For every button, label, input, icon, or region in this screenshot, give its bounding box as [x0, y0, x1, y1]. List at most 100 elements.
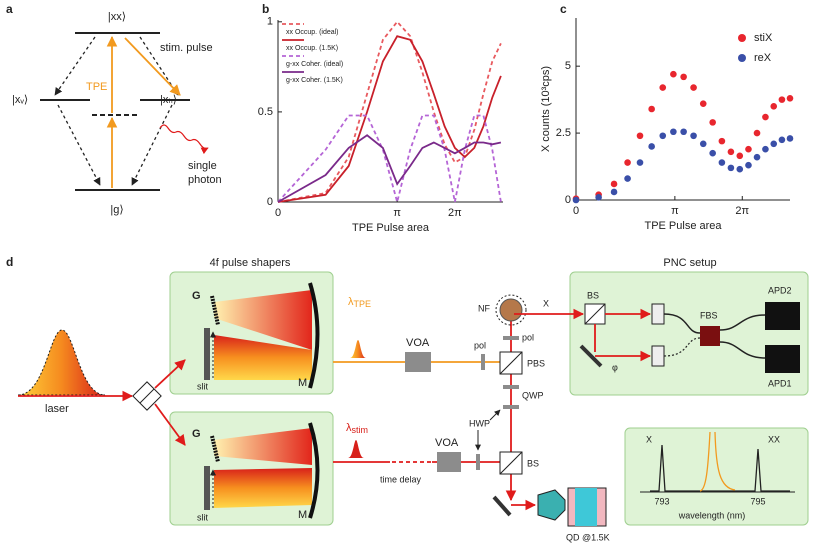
nf-label: NF [478, 303, 490, 313]
fbs [700, 326, 720, 346]
spectrum-tick: 793 [654, 496, 669, 506]
y-tick-label: 0 [565, 194, 571, 206]
coupler [651, 303, 665, 325]
point [718, 137, 726, 145]
series-line [277, 134, 502, 203]
point [770, 103, 778, 110]
point [648, 105, 655, 113]
point [680, 128, 687, 136]
y-tick-label: 0.5 [258, 106, 273, 118]
x-tick-label: 2π [735, 205, 749, 217]
pol-label: pol [474, 340, 486, 350]
legend-swatch [738, 54, 746, 62]
coupler [651, 345, 665, 367]
delay-label: time delay [380, 474, 422, 484]
point [753, 153, 761, 161]
point [636, 132, 644, 140]
point [636, 159, 644, 166]
legend-label: g-xx Coher. (1.5K) [286, 77, 343, 84]
grating-label: G [192, 290, 201, 302]
x-tick-label: 0 [573, 205, 579, 217]
stim-arrow [124, 37, 181, 96]
spectrum-xlabel: wavelength (nm) [678, 510, 746, 520]
point [778, 136, 786, 144]
qd-label: QD @1.5K [566, 532, 610, 542]
series-line [277, 20, 502, 203]
y-tick-label: 2.5 [556, 127, 571, 139]
arrow [489, 409, 501, 421]
x-axis-label: TPE Pulse area [352, 222, 430, 234]
legend-label: stiX [754, 32, 773, 44]
legend-label: xx Occup. (ideal) [286, 29, 339, 36]
point [610, 188, 618, 196]
panel-a: a |xx⟩ |xᵥ⟩ |xₕ⟩ |g⟩ TPE stim. pulse sin… [6, 2, 222, 216]
point [778, 96, 786, 103]
panel-label: a [6, 2, 13, 16]
point [762, 145, 769, 153]
voa-label: VOA [406, 337, 430, 349]
point [745, 161, 752, 169]
polarizer [481, 354, 485, 370]
point [659, 84, 667, 91]
series-line [277, 35, 502, 203]
pulse [348, 440, 364, 458]
mirror [492, 495, 512, 517]
waveplate [503, 405, 519, 409]
point [727, 164, 735, 172]
level-label: |g⟩ [110, 204, 123, 216]
x-axis-label: TPE Pulse area [644, 220, 722, 232]
subscript: stim [352, 425, 369, 435]
point [670, 128, 677, 136]
point [595, 194, 602, 201]
mirror [579, 344, 603, 368]
section-title: 4f pulse shapers [210, 257, 291, 269]
apd [765, 345, 800, 373]
slit [204, 328, 210, 380]
peak-label: XX [768, 434, 780, 444]
voa-label: VOA [435, 437, 459, 449]
fiber [719, 314, 766, 359]
slit-label: slit [197, 381, 208, 391]
point [736, 165, 744, 173]
phi-label: φ [612, 362, 618, 372]
fan-beam [214, 335, 312, 380]
point [718, 159, 726, 166]
bs-label: BS [587, 290, 599, 300]
x-tick-label: π [393, 207, 401, 219]
legend-label: reX [754, 52, 772, 64]
x-tick-label: 2π [448, 207, 462, 219]
spectrum-box [624, 427, 809, 526]
y-tick-label: 5 [565, 60, 571, 72]
waveplate [503, 385, 519, 389]
point [770, 140, 778, 148]
fiber [663, 313, 701, 334]
level-label: |xᵥ⟩ [12, 94, 28, 106]
legend-swatch [738, 34, 746, 42]
beam [154, 403, 186, 446]
beam-splitter [139, 388, 155, 404]
section-title: PNC setup [663, 257, 716, 269]
spectrum-peak [650, 444, 790, 492]
pol-label: pol [522, 332, 534, 342]
pnc-box [569, 271, 809, 396]
spectrum-laser [699, 431, 736, 492]
symbol: λ [348, 296, 354, 308]
rotation [495, 294, 527, 326]
level-label: |xx⟩ [108, 11, 126, 23]
apd [765, 302, 800, 330]
bs-label: BS [527, 458, 539, 468]
point [670, 70, 677, 78]
arrow [57, 104, 101, 186]
point [659, 132, 667, 140]
series-line [277, 114, 502, 206]
spectrum-tick: 795 [750, 496, 765, 506]
mirror-label: M [298, 509, 307, 521]
hwp-label: HWP [469, 418, 490, 428]
pbs-label: PBS [527, 358, 545, 368]
lambda-label: λstim [346, 422, 368, 435]
point [762, 113, 769, 121]
point [753, 129, 761, 137]
polarizer [503, 336, 519, 340]
panel-label: c [560, 2, 567, 16]
slit-label: slit [197, 512, 208, 522]
